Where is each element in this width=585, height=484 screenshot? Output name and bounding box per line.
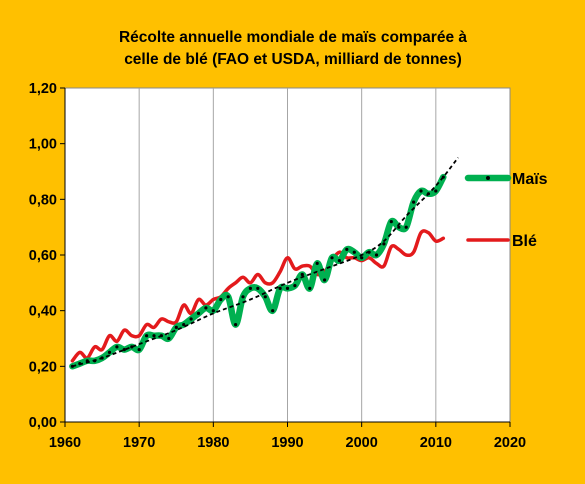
x-tick-label-2020: 2020 (494, 435, 526, 451)
mais-point-2003 (382, 242, 386, 246)
x-tick-label-2000: 2000 (346, 435, 378, 451)
mais-point-2000 (360, 256, 364, 260)
grid-layer (138, 88, 437, 422)
mais-point-1991 (293, 284, 297, 288)
mais-point-1985 (248, 286, 252, 290)
mais-point-1966 (107, 350, 112, 354)
series-line-ble (70, 229, 446, 363)
mais-point-1993 (308, 286, 312, 290)
mais-point-1999 (352, 250, 356, 254)
legend-label-ble: Blé (512, 233, 537, 250)
mais-point-1972 (152, 334, 156, 338)
mais-point-1986 (256, 286, 260, 290)
mais-point-1995 (323, 278, 327, 282)
mais-point-1987 (263, 295, 267, 299)
y-tick-label-2: 0,40 (29, 304, 57, 320)
mais-point-1992 (300, 272, 304, 277)
mais-point-1967 (115, 345, 119, 349)
mais-point-1974 (167, 336, 171, 341)
mais-point-2004 (389, 220, 393, 224)
mais-point-1983 (234, 323, 238, 327)
x-tick-label-1970: 1970 (123, 435, 155, 451)
legend-label-mais: Maïs (512, 171, 548, 188)
x-tick-label-2010: 2010 (420, 435, 452, 451)
mais-point-1978 (196, 311, 201, 315)
mais-point-2008 (419, 189, 423, 193)
trend-line (72, 157, 459, 368)
mais-point-1971 (145, 334, 149, 338)
x-tick-label-1960: 1960 (49, 435, 81, 451)
mais-point-1970 (137, 348, 141, 352)
mais-point-1980 (211, 309, 215, 313)
mais-point-1982 (226, 295, 230, 299)
mais-point-2006 (404, 225, 408, 229)
mais-point-1975 (174, 325, 178, 329)
mais-point-2002 (374, 253, 379, 257)
mais-point-1990 (285, 286, 290, 290)
mais-point-1994 (315, 261, 319, 265)
chart-title-line-1: Récolte annuelle mondiale de maïs compar… (119, 29, 467, 46)
mais-point-1979 (204, 306, 208, 310)
mais-point-1988 (271, 309, 275, 313)
mais-point-2010 (434, 189, 438, 193)
y-tick-label-5: 1,00 (29, 137, 57, 153)
mais-point-1976 (182, 323, 186, 327)
y-tick-label-3: 0,60 (29, 248, 57, 264)
mais-point-1989 (278, 286, 282, 290)
mais-point-1996 (330, 256, 334, 260)
x-tick-label-1980: 1980 (197, 435, 229, 451)
mais-point-1981 (219, 297, 223, 302)
mais-point-1997 (337, 259, 341, 263)
mais-point-2005 (397, 225, 401, 229)
series-layer (69, 157, 459, 370)
chart-title-line-2: celle de blé (FAO et USDA, milliard de t… (124, 51, 462, 68)
y-tick-label-6: 1,20 (29, 81, 57, 97)
y-tick-label-1: 0,20 (29, 359, 57, 375)
x-tick-label-1990: 1990 (271, 435, 303, 451)
axis-layer: 1960 1970 1980 1990 2000 2010 2020 0,00 0,20 0,40… (29, 81, 526, 451)
mais-point-1977 (189, 317, 193, 321)
legend: Maïs Blé (464, 171, 548, 250)
mais-point-2007 (412, 200, 416, 204)
mais-point-1998 (345, 247, 349, 251)
mais-point-1984 (241, 295, 245, 299)
mais-point-1968 (122, 348, 126, 352)
y-tick-label-0: 0,00 (29, 415, 57, 431)
y-tick-label-4: 0,80 (29, 192, 57, 208)
legend-marker-mais (486, 176, 490, 180)
